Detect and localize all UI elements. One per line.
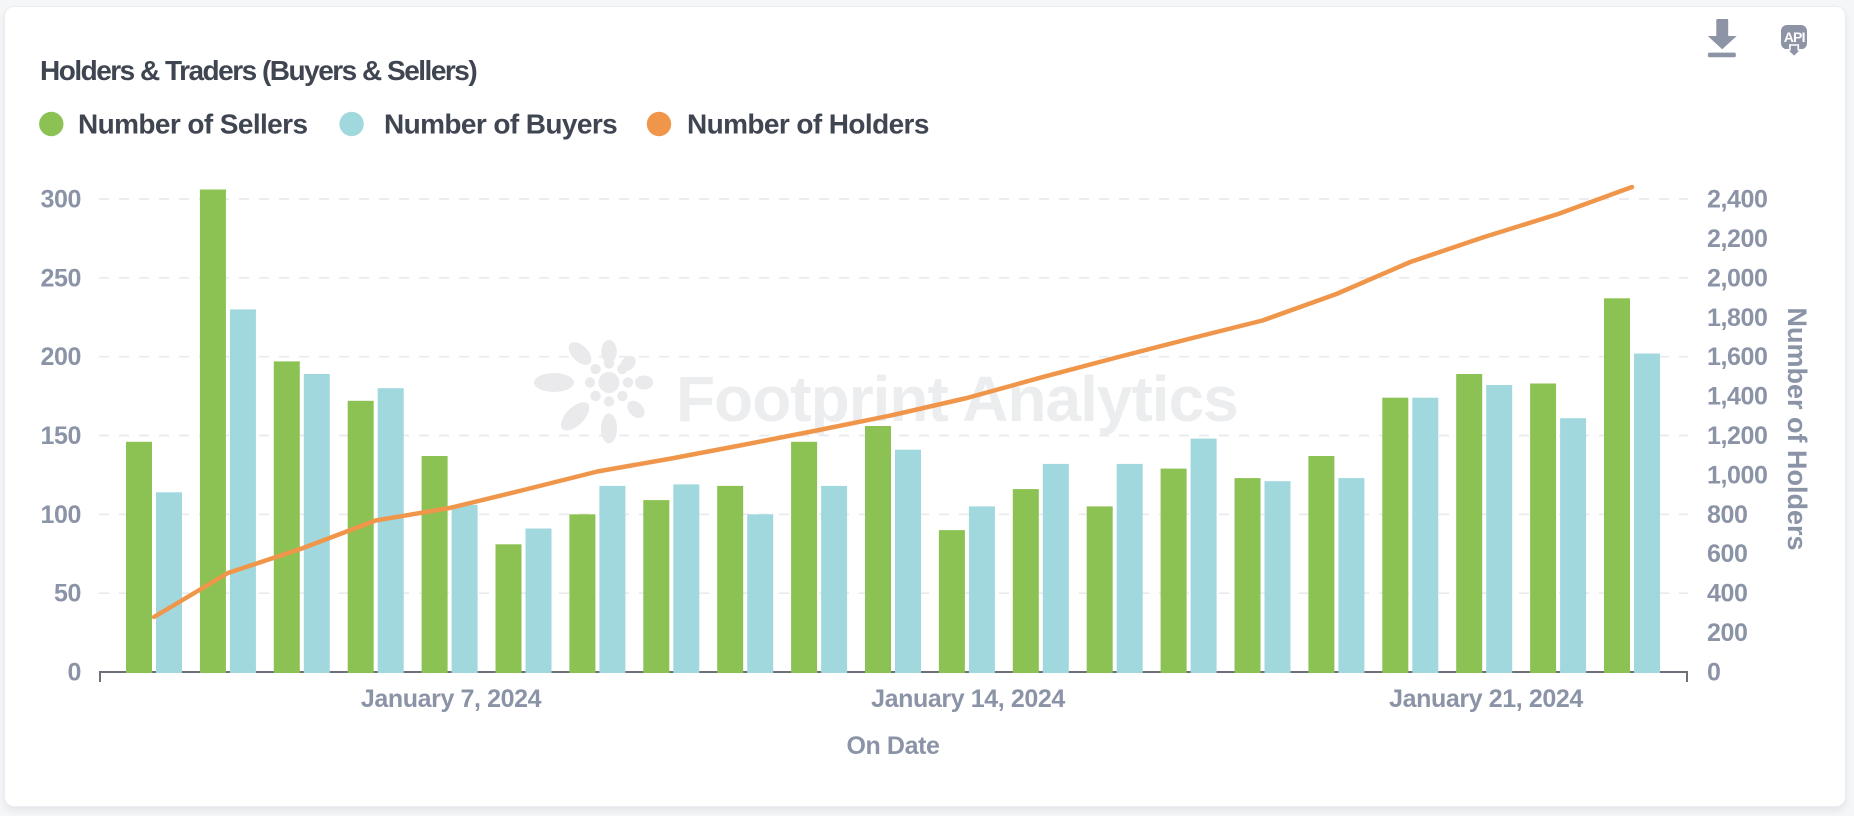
svg-text:API: API (1784, 29, 1805, 45)
svg-text:300: 300 (40, 186, 81, 214)
svg-text:600: 600 (1707, 540, 1748, 568)
svg-text:1,400: 1,400 (1707, 383, 1768, 411)
svg-text:800: 800 (1707, 501, 1748, 529)
svg-text:100: 100 (40, 501, 81, 529)
svg-text:2,200: 2,200 (1707, 225, 1768, 253)
svg-text:Number of Sellers: Number of Sellers (78, 109, 307, 140)
svg-text:2,400: 2,400 (1707, 186, 1768, 214)
svg-text:Number of Buyers: Number of Buyers (384, 109, 617, 140)
svg-text:Number of Holders: Number of Holders (687, 109, 929, 140)
svg-text:150: 150 (40, 422, 81, 450)
svg-text:50: 50 (54, 580, 81, 608)
svg-text:250: 250 (40, 264, 81, 292)
svg-text:200: 200 (1707, 619, 1748, 647)
svg-text:0: 0 (67, 659, 81, 687)
svg-text:400: 400 (1707, 580, 1748, 608)
svg-text:1,800: 1,800 (1707, 304, 1768, 332)
svg-text:0: 0 (1707, 659, 1721, 687)
svg-text:January 21, 2024: January 21, 2024 (1389, 685, 1583, 713)
svg-text:January 7, 2024: January 7, 2024 (361, 685, 542, 713)
svg-text:1,000: 1,000 (1707, 461, 1768, 489)
svg-text:1,200: 1,200 (1707, 422, 1768, 450)
svg-text:200: 200 (40, 343, 81, 371)
svg-text:On Date: On Date (846, 732, 940, 760)
svg-text:January 14, 2024: January 14, 2024 (871, 685, 1065, 713)
svg-text:1,600: 1,600 (1707, 343, 1768, 371)
svg-text:Number of Holders: Number of Holders (1782, 307, 1812, 550)
svg-text:Holders & Traders (Buyers & Se: Holders & Traders (Buyers & Sellers) (40, 55, 476, 86)
svg-text:2,000: 2,000 (1707, 264, 1768, 292)
